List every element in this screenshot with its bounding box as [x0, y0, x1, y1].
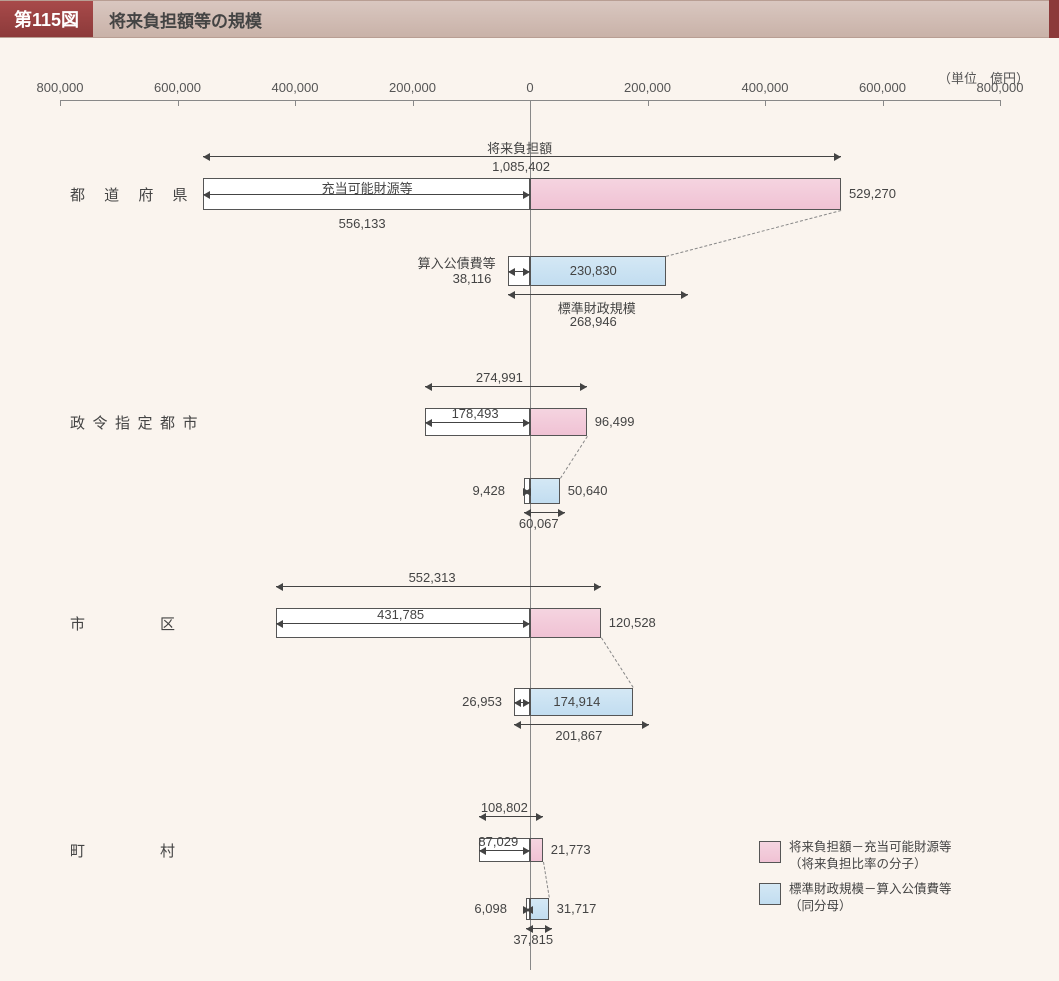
figure-number-badge: 第115図: [0, 1, 93, 37]
legend-pink-text: 将来負担額－充当可能財源等（将来負担比率の分子）: [789, 839, 952, 873]
label-future-0: 将来負担額: [487, 138, 552, 157]
arrow-future-3: [479, 816, 543, 817]
chart-area: （単位 億円） 800,000600,000400,000200,0000200…: [0, 38, 1059, 981]
arrow-alloc-2: [276, 623, 530, 624]
axis-tick-label: 600,000: [859, 80, 906, 95]
row-label-0: 都 道 府 県: [70, 184, 195, 205]
bar-blue-1: [530, 478, 560, 504]
axis-tick: [765, 100, 766, 106]
val-pink-0: 529,270: [849, 186, 896, 201]
val-blue-3: 31,717: [557, 901, 597, 916]
val-future-3: 108,802: [481, 800, 528, 815]
bar-pink-diff-0: [530, 178, 841, 210]
val-bond-2: 26,953: [462, 694, 502, 709]
val-bond-0: 38,116: [453, 271, 492, 286]
val-alloc-inside-2: 431,785: [377, 607, 424, 622]
axis-tick-label: 800,000: [37, 80, 84, 95]
val-blue-0: 230,830: [570, 263, 617, 278]
dash-right-0: [666, 210, 842, 257]
axis-tick-label: 400,000: [742, 80, 789, 95]
axis-tick-label: 200,000: [389, 80, 436, 95]
arrow-bond-2: [514, 702, 530, 703]
title-red-edge: [1049, 0, 1059, 38]
val-std-2: 201,867: [555, 728, 602, 743]
bar-pink-diff-2: [530, 608, 601, 638]
val-std-3: 37,815: [513, 932, 553, 947]
val-blue-2: 174,914: [553, 694, 600, 709]
figure-title: 将来負担額等の規模: [93, 1, 278, 37]
val-blue-1: 50,640: [568, 483, 608, 498]
label-bond-0: 算入公債費等: [418, 253, 496, 272]
val-bond-1: 9,428: [472, 483, 505, 498]
axis-tick-label: 400,000: [272, 80, 319, 95]
legend-swatch-pink: [759, 841, 781, 863]
axis-tick-label: 200,000: [624, 80, 671, 95]
val-alloc-inside-3: 87,029: [478, 834, 518, 849]
legend-swatch-blue: [759, 883, 781, 905]
dash-left-1: [530, 436, 531, 478]
val-pink-2: 120,528: [609, 615, 656, 630]
dash-right-3: [543, 862, 550, 898]
arrow-alloc-3: [479, 850, 530, 851]
axis-tick: [60, 100, 61, 106]
val-future-0: 1,085,402: [492, 159, 550, 174]
arrow-bond-0: [508, 271, 530, 272]
val-pink-3: 21,773: [551, 842, 591, 857]
bar-pink-diff-3: [530, 838, 543, 862]
axis-tick-label: 600,000: [154, 80, 201, 95]
dash-left-2: [530, 638, 531, 688]
dash-right-1: [560, 436, 588, 479]
val-alloc-0: 556,133: [339, 216, 386, 231]
val-std-0: 268,946: [570, 314, 617, 329]
val-pink-1: 96,499: [595, 414, 635, 429]
label-alloc-0: 充当可能財源等: [322, 178, 413, 197]
axis-tick-label: 800,000: [977, 80, 1024, 95]
axis-tick-label: 0: [526, 80, 533, 95]
dash-left-3: [530, 862, 531, 898]
axis-tick: [413, 100, 414, 106]
dash-right-2: [601, 637, 634, 688]
axis-tick: [295, 100, 296, 106]
row-label-2: 市 区: [70, 613, 183, 634]
arrow-bond-1: [524, 491, 530, 492]
arrow-future-1: [425, 386, 587, 387]
legend: 将来負担額－充当可能財源等（将来負担比率の分子） 標準財政規模－算入公債費等（同分…: [759, 841, 1019, 921]
axis-tick: [648, 100, 649, 106]
arrow-std-2: [514, 724, 648, 725]
val-alloc-inside-1: 178,493: [452, 406, 499, 421]
val-bond-3: 6,098: [474, 901, 507, 916]
arrow-std-1: [524, 512, 565, 513]
row-label-3: 町 村: [70, 840, 183, 861]
dash-left-0: [530, 210, 531, 256]
title-bar: 第115図 将来負担額等の規模: [0, 0, 1059, 38]
arrow-std-0: [508, 294, 688, 295]
arrow-bond-3: [526, 909, 530, 910]
bar-pink-diff-1: [530, 408, 587, 436]
arrow-future-2: [276, 586, 600, 587]
figure-115: 第115図 将来負担額等の規模 （単位 億円） 800,000600,00040…: [0, 0, 1059, 981]
arrow-alloc-1: [425, 422, 530, 423]
val-std-1: 60,067: [519, 516, 559, 531]
arrow-std-3: [526, 928, 552, 929]
val-future-2: 552,313: [409, 570, 456, 585]
axis-tick: [178, 100, 179, 106]
axis-tick: [883, 100, 884, 106]
axis-tick: [1000, 100, 1001, 106]
legend-blue-text: 標準財政規模－算入公債費等（同分母）: [789, 881, 952, 915]
val-future-1: 274,991: [476, 370, 523, 385]
row-label-1: 政令指定都市: [70, 412, 205, 433]
